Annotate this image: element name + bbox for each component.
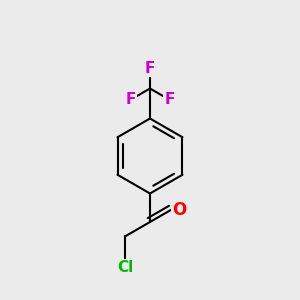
Text: O: O	[172, 201, 187, 219]
Text: F: F	[164, 92, 175, 107]
Text: Cl: Cl	[117, 260, 134, 275]
Text: F: F	[145, 61, 155, 76]
Text: F: F	[125, 92, 136, 107]
